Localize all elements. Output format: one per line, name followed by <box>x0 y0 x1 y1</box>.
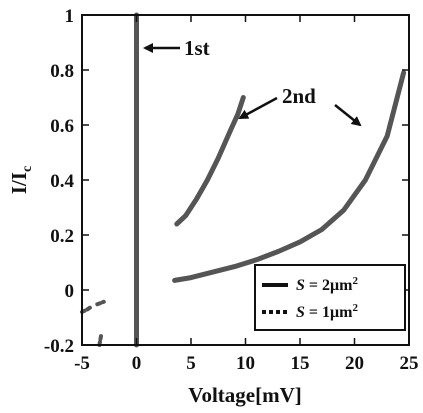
legend-entry-dotted: S = 1μm2 <box>296 302 358 321</box>
x-tick-label: -5 <box>74 353 90 374</box>
legend-entry-solid: S = 2μm2 <box>296 275 358 294</box>
plot-frame <box>81 14 410 346</box>
x-tick-label: 25 <box>400 353 419 374</box>
legend: S = 2μm2 S = 1μm2 <box>254 264 406 331</box>
y-tick-label: 0.6 <box>50 116 74 137</box>
series-layer <box>80 12 407 348</box>
series-0-segment-1 <box>174 95 246 227</box>
x-tick-label: 0 <box>132 353 142 374</box>
ticks-layer: -5 0 5 10 15 20 25 -0.2 0 0.2 0.4 0.6 0.8 1 <box>44 6 419 374</box>
series-0-segment-2 <box>172 70 407 283</box>
series-1-segment-2 <box>97 333 104 347</box>
y-axis-label: I/Ic <box>7 166 35 194</box>
y-tick-label: -0.2 <box>44 336 74 357</box>
annotation-label-1st: 1st <box>184 36 210 60</box>
annotation-arrow-2nd-right <box>334 104 362 127</box>
x-tick-label: 5 <box>186 353 196 374</box>
y-tick-label: 1 <box>65 6 75 27</box>
annotation-arrow-2nd-left <box>238 96 278 120</box>
y-tick-label: 0.4 <box>50 171 74 192</box>
x-axis-label: Voltage[mV] <box>188 383 302 407</box>
x-tick-label: 10 <box>236 353 255 374</box>
series-1-segment-0 <box>80 304 94 314</box>
series-1-segment-1 <box>95 299 106 307</box>
x-tick-label: 15 <box>291 353 310 374</box>
annotation-label-2nd: 2nd <box>282 84 316 108</box>
y-tick-label: 0 <box>65 281 75 302</box>
x-tick-label: 20 <box>345 353 364 374</box>
y-tick-label: 0.2 <box>50 226 74 247</box>
legend-box <box>254 264 406 331</box>
y-tick-label: 0.8 <box>50 61 74 82</box>
